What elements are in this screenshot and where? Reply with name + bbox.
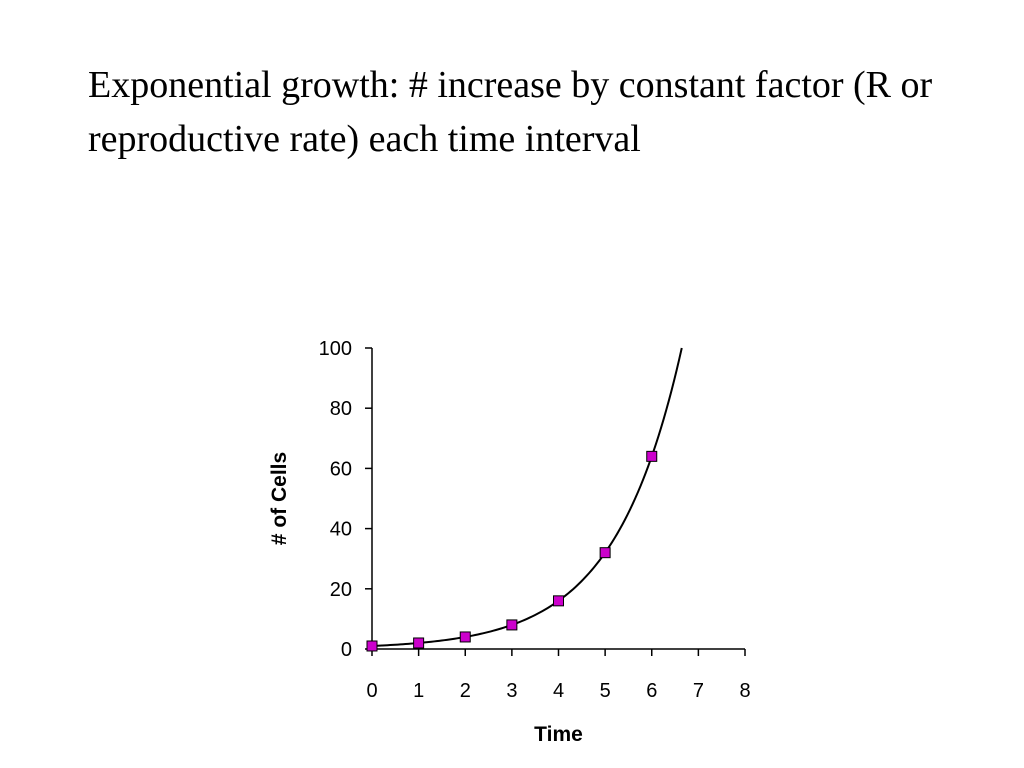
x-tick-label: 6 — [646, 680, 657, 702]
y-tick-label: 0 — [341, 639, 352, 661]
x-tick-label: 3 — [506, 680, 517, 702]
data-point — [646, 450, 658, 462]
y-tick-label: 20 — [330, 579, 352, 601]
ticks-layer: 0 20 40 60 80 100 0 1 2 3 4 5 6 7 8 — [319, 338, 751, 702]
data-point — [413, 637, 425, 649]
y-tick-label: 80 — [330, 398, 352, 420]
y-tick-label: 100 — [319, 338, 352, 360]
x-tick-label: 7 — [693, 680, 704, 702]
trendline-layer — [371, 347, 683, 647]
y-tick-label: 40 — [330, 519, 352, 541]
x-tick-label: 1 — [413, 680, 424, 702]
exponential-trendline — [371, 347, 683, 647]
x-tick-label: 0 — [366, 680, 377, 702]
x-axis-title: Time — [534, 723, 583, 746]
data-point — [366, 640, 378, 652]
y-tick-label: 60 — [330, 458, 352, 480]
data-point — [553, 595, 564, 607]
slide-title: Exponential growth: # increase by consta… — [88, 64, 933, 160]
x-tick-label: 2 — [460, 680, 471, 702]
x-tick-label: 4 — [553, 680, 564, 702]
y-axis-title: # of Cells — [268, 452, 291, 545]
data-points-layer — [366, 450, 658, 652]
data-point — [459, 631, 471, 643]
x-tick-label: 5 — [600, 680, 611, 702]
data-point — [599, 547, 611, 559]
x-tick-label: 8 — [739, 680, 750, 702]
data-point — [506, 619, 518, 631]
